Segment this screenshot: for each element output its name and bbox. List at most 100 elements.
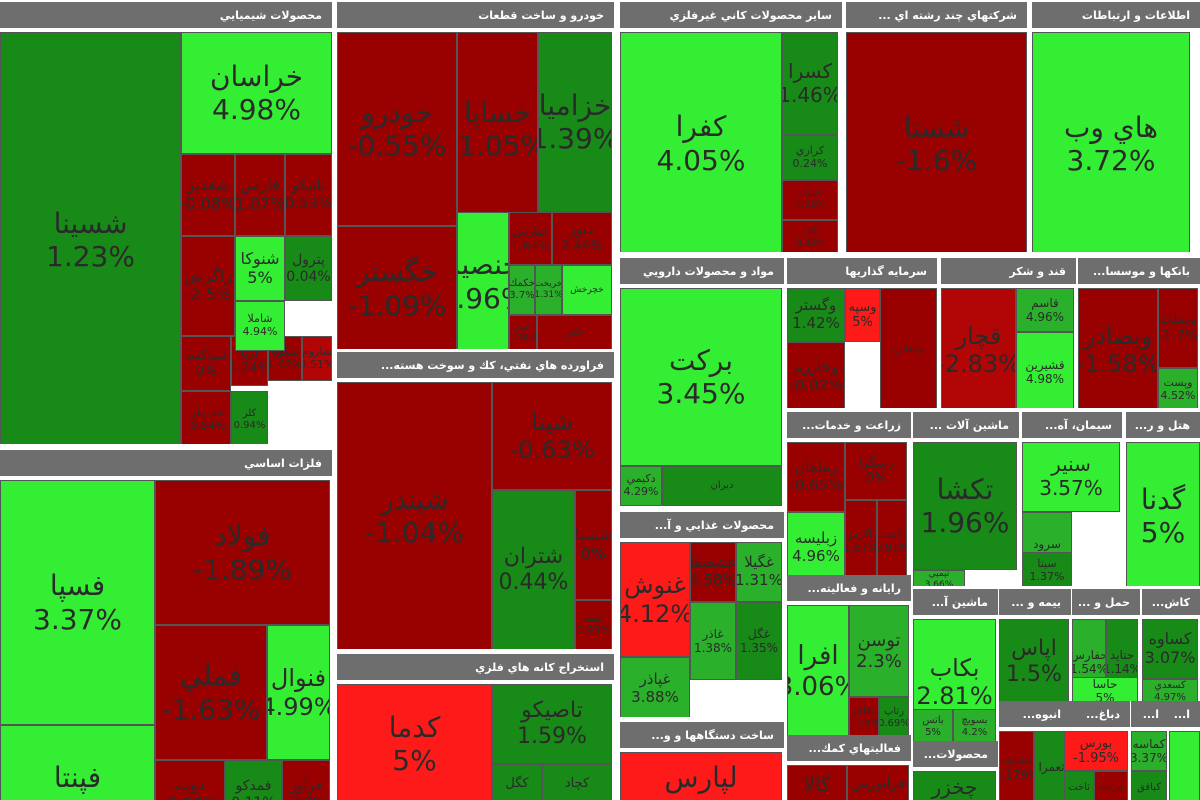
stock-tile[interactable]: پترول 0.04% — [285, 236, 332, 301]
sector-title[interactable]: ساير محصولات كاني غيرفلزي — [620, 2, 842, 28]
stock-tile[interactable]: وسپه 5% — [845, 288, 880, 342]
sector-title[interactable]: ماشين آ... — [913, 589, 998, 615]
stock-tile[interactable]: سنير 3.57% — [1022, 442, 1120, 512]
stock-tile[interactable]: كلر 0.94% — [231, 391, 268, 444]
stock-tile[interactable]: خودرو -0.55% — [337, 32, 457, 226]
stock-tile[interactable]: وبملت -1.7% — [1158, 288, 1198, 368]
stock-tile[interactable]: كسرا1.46% — [782, 32, 838, 135]
sector-title[interactable]: انبوه... — [999, 701, 1071, 727]
stock-tile[interactable]: شتران 0.44% — [492, 490, 575, 649]
stock-tile[interactable]: فرابورس — [847, 765, 909, 800]
stock-tile[interactable]: جم پيلن -0.54% — [181, 391, 231, 444]
stock-tile[interactable]: كماسه 3.37% — [1131, 731, 1167, 771]
stock-tile[interactable]: كساوه 3.07% — [1142, 619, 1198, 679]
stock-tile[interactable]: خريخت 1.31% — [535, 265, 562, 315]
sector-title[interactable]: ا... — [1131, 701, 1169, 727]
stock-tile[interactable]: شپاكسا 0% — [181, 336, 231, 391]
stock-tile[interactable]: شسينا 1.23% — [0, 32, 181, 444]
sector-title[interactable]: هتل و ر... — [1126, 412, 1200, 438]
stock-tile[interactable]: غاذر 1.38% — [690, 602, 736, 680]
stock-tile[interactable]: فمدكو0.11% — [225, 760, 282, 800]
sector-title[interactable]: قند و شكر — [941, 258, 1076, 284]
stock-tile[interactable]: دكيمي 4.29% — [620, 466, 662, 506]
stock-tile[interactable]: باتس 5% — [913, 709, 953, 741]
stock-tile[interactable]: ومعادن — [880, 288, 937, 408]
stock-tile[interactable]: كسعدي 4.97% — [1142, 679, 1198, 701]
sector-title[interactable]: فعاليتهاي كمك... — [787, 735, 911, 761]
stock-tile[interactable]: غگيلا 1.31% — [736, 542, 782, 602]
stock-tile[interactable]: خكار — [537, 315, 612, 349]
stock-tile[interactable]: لپارس — [620, 752, 782, 800]
stock-tile[interactable]: قاسم 4.96% — [1016, 288, 1074, 332]
sector-title[interactable]: رايانه و فعاليته... — [787, 575, 911, 601]
stock-tile[interactable]: وبصادر -1.58% — [1078, 288, 1158, 408]
stock-tile[interactable]: ثشاهد0.179% — [999, 731, 1034, 800]
stock-tile[interactable]: ثاخت — [1064, 771, 1094, 800]
stock-tile[interactable]: غگل 1.35% — [736, 602, 782, 680]
sector-title[interactable]: بيمه و ... — [999, 589, 1071, 615]
stock-tile[interactable]: شاملا 4.94% — [235, 301, 285, 351]
stock-tile[interactable]: خزاميا1.39% — [538, 32, 612, 212]
stock-tile[interactable]: ختور 2.44% — [552, 212, 612, 265]
stock-tile[interactable]: زبليسه 4.96% — [787, 512, 845, 580]
sector-title[interactable]: زراعت و خدمات... — [787, 412, 911, 438]
stock-tile[interactable]: چخزر — [913, 771, 996, 800]
sector-title[interactable]: ساخت دستگاهها و و... — [620, 722, 784, 748]
stock-tile[interactable]: غنوش 4.12% — [620, 542, 690, 657]
stock-tile[interactable]: خراسان 4.98% — [181, 32, 332, 154]
stock-tile[interactable]: شسپا 0% — [575, 490, 612, 600]
stock-tile[interactable]: هاي وب 3.72% — [1032, 32, 1190, 252]
stock-tile[interactable]: خكمك 3.7% — [509, 265, 535, 315]
stock-tile[interactable]: فپنتا — [0, 725, 155, 800]
stock-tile[interactable]: شپنا 0.93% — [575, 600, 612, 649]
stock-tile[interactable]: نابيكو 0.53% — [285, 154, 332, 236]
sector-title[interactable]: محصولات غذايي و آ... — [620, 512, 784, 538]
stock-tile[interactable]: شغدير -0.08% — [181, 154, 235, 236]
stock-tile[interactable]: قشيرين 4.98% — [1016, 332, 1074, 408]
stock-tile[interactable]: كدما 5% — [337, 684, 492, 800]
stock-tile[interactable]: وگستر 1.42% — [787, 288, 845, 342]
stock-tile[interactable]: خنصير4.96% — [457, 212, 509, 349]
stock-tile[interactable]: فولاد -1.89% — [155, 480, 330, 625]
stock-tile[interactable]: خچرخش — [562, 265, 612, 315]
sector-title[interactable]: اطلاعات و ارتباطات — [1032, 2, 1200, 28]
stock-tile[interactable]: كگل — [492, 764, 542, 800]
sector-title[interactable]: حمل و ... — [1072, 589, 1140, 615]
stock-tile[interactable]: فارس 1.07% — [235, 154, 285, 236]
stock-tile[interactable]: تكشا 1.96% — [913, 442, 1017, 570]
stock-tile[interactable]: شنوكا 5% — [235, 236, 285, 301]
stock-tile[interactable]: تپمپي 3.66% — [913, 570, 965, 586]
stock-tile[interactable]: فرآور-3.9% — [282, 760, 330, 800]
stock-tile[interactable]: وخارزم -0.02% — [787, 342, 845, 408]
stock-tile[interactable]: زاگرس -2.5% — [181, 236, 235, 336]
stock-tile[interactable]: غشصفا 4.58% — [690, 542, 736, 602]
stock-tile[interactable]: وپست 4.52% — [1158, 368, 1198, 408]
stock-tile[interactable]: شستا -1.6% — [846, 32, 1027, 252]
stock-tile[interactable]: غپاذر 3.88% — [620, 657, 690, 717]
sector-title[interactable]: فلزات اساسي — [0, 450, 332, 476]
sector-title[interactable]: ا... — [1169, 701, 1200, 727]
sector-title[interactable]: محصولات شيميايي — [0, 2, 332, 28]
stock-tile[interactable]: رتاپ 0.69% — [879, 697, 909, 735]
stock-tile[interactable]: افرا3.06% — [787, 605, 849, 735]
stock-tile[interactable]: بورس -1.95% — [1064, 731, 1128, 771]
stock-tile[interactable]: شبندر -1.04% — [337, 382, 492, 649]
sector-title[interactable]: سيمان، آه... — [1022, 412, 1122, 438]
stock-tile[interactable]: كچاد — [542, 764, 612, 800]
stock-tile[interactable]: زاگرس 1.67% — [845, 500, 877, 580]
stock-tile[interactable]: توسن 2.3% — [849, 605, 909, 697]
stock-tile[interactable]: خساپا-1.05% — [457, 32, 538, 226]
sector-title[interactable]: شركتهاي چند رشته اي ... — [846, 2, 1027, 28]
sector-title[interactable]: فراورده هاي نفتي، كك و سوخت هسته... — [337, 352, 614, 378]
stock-tile[interactable] — [1169, 731, 1200, 800]
stock-tile[interactable]: كفرا 4.05% — [620, 32, 782, 252]
stock-tile[interactable]: ثعمرا — [1034, 731, 1069, 800]
stock-tile[interactable]: اپاس 1.5% — [999, 619, 1069, 701]
stock-tile[interactable]: ديران — [662, 466, 782, 506]
stock-tile[interactable]: مفاخر 1.74% — [849, 697, 879, 735]
stock-tile[interactable]: كبافق — [1131, 771, 1167, 800]
stock-tile[interactable]: بكاب 2.81% — [913, 619, 996, 741]
sector-title[interactable]: محصولات... — [913, 741, 998, 767]
stock-tile[interactable]: گدنا 5% — [1126, 442, 1200, 586]
stock-tile[interactable]: خپارس 1.64% — [509, 212, 552, 265]
